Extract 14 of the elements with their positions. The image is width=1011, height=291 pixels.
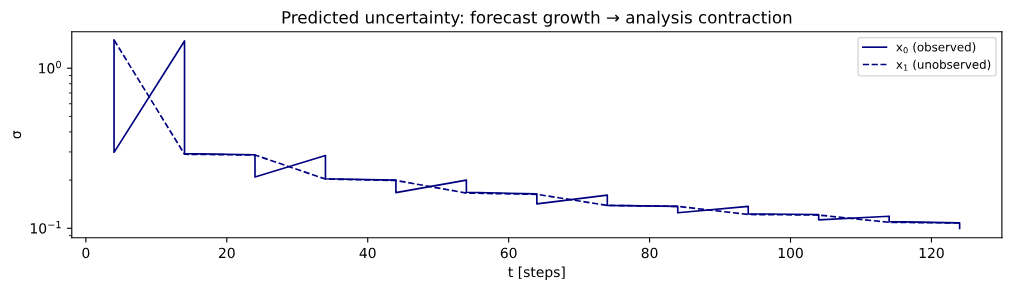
x-tick-label: 120 — [919, 247, 944, 259]
x-tick-label: 20 — [218, 247, 235, 259]
x-tick-label: 40 — [359, 247, 376, 259]
legend-label: x$_{0}$ (observed) — [896, 42, 976, 54]
x-tick-label: 80 — [641, 247, 658, 259]
y-axis-title: σ — [13, 130, 22, 139]
x-tick-label: 60 — [500, 247, 517, 259]
y-tick-label: 10$^{−1}$ — [30, 221, 61, 234]
chart-title: Predicted uncertainty: forecast growth → analysis contraction — [282, 10, 792, 27]
x-tick-label: 0 — [82, 247, 90, 259]
y-tick-label: 10$^{0}$ — [39, 60, 61, 74]
x-tick-label: 100 — [778, 247, 803, 259]
legend-label: x$_{1}$ (unobserved) — [896, 59, 991, 71]
x-axis-title: t [steps] — [508, 266, 565, 280]
